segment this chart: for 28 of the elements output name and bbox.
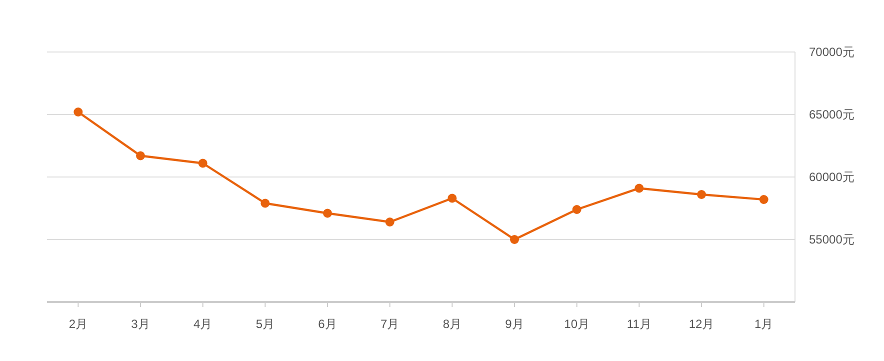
x-tick-label: 9月	[505, 317, 524, 331]
y-tick-label: 60000元	[809, 170, 854, 184]
point	[385, 218, 394, 226]
x-tick-label: 6月	[318, 317, 337, 331]
x-tick-label: 8月	[442, 317, 462, 331]
x-tick-label: 1月	[754, 317, 774, 331]
x-tick-label: 12月	[688, 317, 714, 331]
y-tick-label: 65000元	[809, 108, 854, 122]
x-tick-label: 5月	[256, 317, 275, 331]
x-tick-label: 4月	[193, 317, 212, 331]
point	[198, 158, 208, 168]
x-tick-label: 10月	[564, 317, 590, 331]
x-tick-label: 2月	[68, 317, 88, 331]
point	[634, 184, 644, 193]
y-tick-label: 55000元	[809, 232, 854, 246]
x-tick-label: 7月	[380, 317, 400, 331]
point	[759, 195, 768, 204]
y-tick-label: 70000元	[809, 45, 854, 59]
x-tick-label: 3月	[131, 317, 150, 331]
point	[323, 208, 332, 218]
point	[136, 151, 145, 160]
point	[448, 194, 457, 203]
point	[572, 205, 582, 214]
point	[260, 198, 270, 208]
point	[510, 235, 519, 244]
point	[697, 190, 706, 199]
point	[74, 108, 83, 116]
x-tick-label: 11月	[626, 317, 652, 331]
